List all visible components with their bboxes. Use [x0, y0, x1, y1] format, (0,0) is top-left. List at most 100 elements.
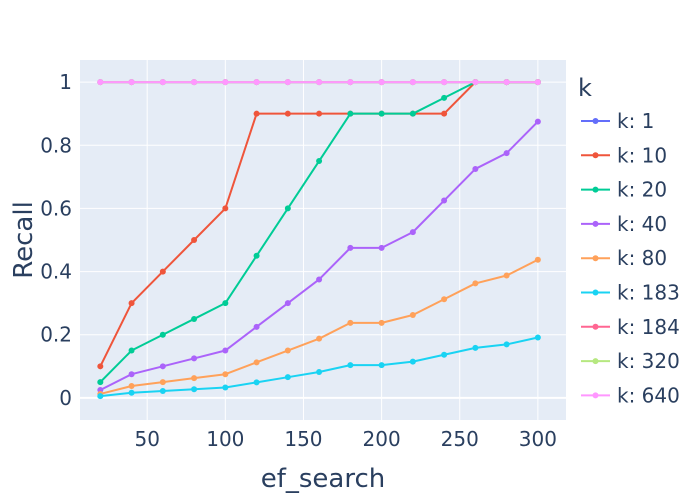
legend[interactable]: k k: 1 k: 10 k: 20 k: 40 k: 80 k: 183 k: 184 k:… [578, 74, 680, 407]
data-point [441, 110, 448, 117]
data-point [316, 335, 323, 342]
data-point [409, 110, 416, 117]
legend-item[interactable]: k: 184 [581, 315, 680, 339]
y-tick-label: 0.2 [40, 323, 72, 347]
x-axis-title: ef_search [261, 464, 386, 494]
legend-label: k: 183 [617, 281, 680, 305]
data-point [284, 110, 291, 117]
data-point [191, 237, 198, 243]
data-point [253, 79, 260, 86]
data-point [284, 374, 291, 381]
legend-item[interactable]: k: 640 [581, 383, 680, 407]
legend-label: k: 184 [617, 315, 680, 339]
legend-item[interactable]: k: 20 [581, 178, 667, 202]
data-point [378, 362, 385, 369]
data-point [191, 315, 198, 322]
data-point [128, 300, 135, 307]
legend-item[interactable]: k: 1 [581, 109, 654, 133]
y-axis-title: Recall [9, 201, 39, 279]
data-point [409, 358, 416, 365]
legend-label: k: 10 [617, 143, 667, 167]
data-point [347, 244, 354, 251]
data-point [159, 268, 166, 275]
series-layer [97, 79, 541, 400]
legend-swatch-marker [592, 323, 599, 330]
data-point [253, 252, 260, 259]
legend-item[interactable]: k: 320 [581, 349, 680, 373]
data-point [441, 296, 448, 303]
data-point [253, 379, 260, 386]
legend-swatch-marker [592, 392, 599, 399]
y-tick-label: 0.8 [40, 133, 72, 157]
data-point [284, 347, 291, 354]
data-point [503, 150, 510, 157]
data-point [503, 79, 510, 86]
legend-item[interactable]: k: 183 [581, 281, 680, 305]
legend-swatch-marker [592, 289, 599, 296]
data-point [316, 276, 323, 283]
data-point [97, 393, 104, 400]
data-point [222, 371, 229, 378]
data-point [97, 79, 104, 86]
legend-swatch-marker [592, 220, 599, 227]
data-point [534, 256, 541, 263]
data-point [378, 110, 385, 117]
data-point [534, 118, 541, 125]
data-point [378, 79, 385, 86]
x-tick-label: 100 [206, 427, 244, 451]
data-point [128, 383, 135, 390]
data-point [347, 79, 354, 86]
legend-label: k: 80 [617, 246, 667, 270]
series-k-80 [97, 256, 541, 397]
data-point [159, 79, 166, 86]
x-tick-label: 300 [519, 427, 557, 451]
legend-label: k: 1 [617, 109, 654, 133]
data-point [409, 312, 416, 318]
data-point [97, 379, 104, 386]
data-point [159, 363, 166, 370]
data-point [128, 79, 135, 86]
data-point [347, 319, 354, 326]
data-point [191, 79, 198, 86]
data-point [472, 344, 479, 351]
data-point [284, 300, 291, 307]
legend-swatch-marker [592, 255, 599, 262]
y-axis-ticks: 0 0.2 0.4 0.6 0.8 1 [40, 70, 72, 410]
data-point [159, 331, 166, 338]
legend-item[interactable]: k: 40 [581, 212, 667, 236]
legend-item[interactable]: k: 10 [581, 143, 667, 167]
data-point [191, 386, 198, 393]
data-point [441, 94, 448, 101]
legend-label: k: 320 [617, 349, 680, 373]
data-point [159, 379, 166, 386]
x-tick-label: 250 [441, 427, 479, 451]
data-point [222, 79, 229, 86]
y-tick-label: 0.4 [40, 260, 72, 284]
data-point [253, 359, 260, 366]
data-point [441, 79, 448, 86]
data-point [378, 244, 385, 251]
legend-swatch-marker [592, 186, 599, 193]
data-point [191, 355, 198, 362]
plot-background [80, 60, 566, 420]
legend-swatch-marker [592, 152, 599, 159]
legend-item[interactable]: k: 80 [581, 246, 667, 270]
x-tick-label: 150 [284, 427, 322, 451]
data-point [472, 280, 479, 287]
data-point [316, 79, 323, 86]
data-point [284, 205, 291, 212]
data-point [378, 319, 385, 326]
data-point [503, 272, 510, 279]
series-k-640 [97, 79, 541, 86]
data-point [409, 79, 416, 86]
x-tick-label: 50 [134, 427, 159, 451]
legend-title: k [578, 74, 592, 102]
data-point [222, 205, 229, 212]
data-point [534, 334, 541, 341]
data-point [191, 375, 198, 382]
data-point [316, 110, 323, 117]
data-point [128, 347, 135, 354]
data-point [222, 384, 229, 391]
data-point [472, 165, 479, 172]
data-point [128, 389, 135, 396]
